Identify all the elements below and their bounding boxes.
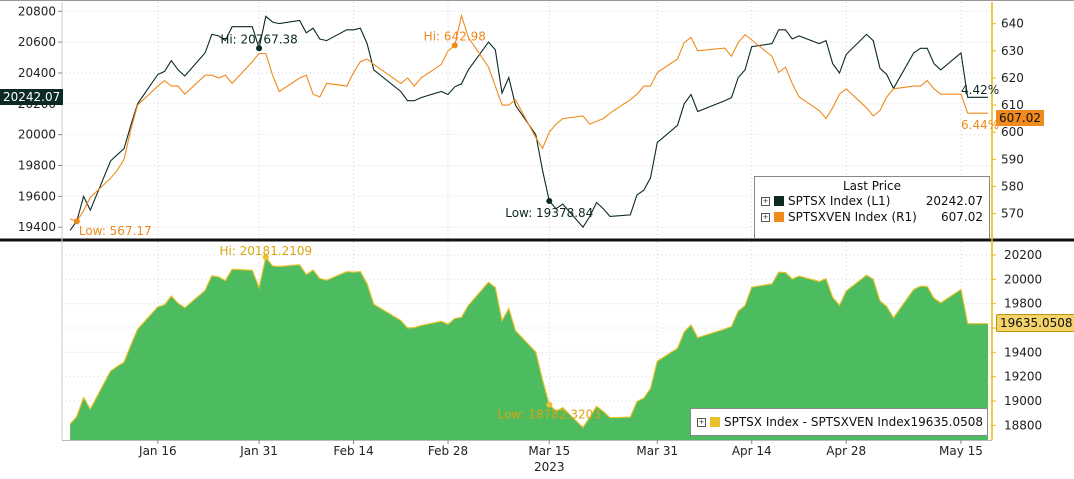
annotation-label: Low: 18782.3203: [498, 408, 601, 422]
spread-y-tick-label: 20200: [1004, 248, 1042, 262]
spread-y-tick-label: 19200: [1004, 370, 1042, 384]
axes: Jan 16 Jan 31 Feb 14 Feb 28 Mar 15 Mar 31 Apr …: [0, 0, 1074, 458]
sptsx-last-price-tag: 20242.07: [0, 89, 64, 105]
x-tick-label: Apr 28: [826, 444, 866, 458]
annotation-marker: [546, 197, 553, 204]
legend-swatch-spread: [710, 417, 720, 427]
x-tick-label: Mar 15: [528, 444, 570, 458]
annotation-label: Hi: 642.98: [424, 29, 486, 43]
price-legend: Last Price + SPTSX Index (L1) 20242.07 +…: [754, 176, 990, 239]
left-y-tick-label: 20400: [18, 66, 56, 80]
x-tick-label: Jan 16: [138, 444, 177, 458]
left-y-tick-label: 20600: [18, 35, 56, 49]
annotation-label: Hi: 20181.2109: [219, 244, 312, 258]
sptsx-line: [69, 15, 988, 231]
right-y-tick-label: 600: [1001, 125, 1024, 139]
left-y-tick-label: 20800: [18, 4, 56, 18]
spread-legend: + SPTSX Index - SPTSXVEN Index 19635.050…: [690, 408, 988, 436]
legend-toggle-icon[interactable]: +: [761, 196, 770, 206]
legend-title: Last Price: [842, 179, 902, 193]
legend-swatch-sptsx: [774, 196, 784, 206]
legend-name-sptsx: SPTSX Index (L1): [788, 194, 891, 208]
annotation-marker: [73, 218, 80, 225]
spread-area: [70, 257, 989, 440]
legend-entry-spread[interactable]: + SPTSX Index - SPTSXVEN Index 19635.050…: [691, 414, 989, 430]
right-y-tick-label: 580: [1001, 179, 1024, 193]
left-y-tick-label: 19600: [18, 189, 56, 203]
sptsxven-last-price-tag: 607.02: [996, 110, 1044, 126]
legend-toggle-icon[interactable]: +: [697, 417, 706, 427]
legend-value-spread: 19635.0508: [910, 415, 983, 429]
right-y-tick-label: 570: [1001, 207, 1024, 221]
spread-y-tick-label: 19000: [1004, 394, 1042, 408]
legend-name-sptsxven: SPTSXVEN Index (R1): [788, 210, 917, 224]
spread-line: [69, 255, 988, 429]
legend-toggle-icon[interactable]: +: [761, 212, 770, 222]
spread-y-tick-label: 19800: [1004, 297, 1042, 311]
legend-entry-sptsxven[interactable]: + SPTSXVEN Index (R1) 607.02: [755, 209, 989, 225]
sptsxven-change-label: 6.44%: [961, 118, 1000, 132]
spread-y-tick-label: 19400: [1004, 345, 1042, 359]
annotation-marker: [546, 401, 553, 408]
annotation-label: Hi: 20767.38: [220, 32, 297, 46]
x-tick-label: Jan 31: [239, 444, 278, 458]
spread-y-tick-label: 18800: [1004, 418, 1042, 432]
x-tick-label: Mar 31: [636, 444, 678, 458]
legend-name-spread: SPTSX Index - SPTSXVEN Index: [724, 415, 911, 429]
sptsx-change-label: 4.42%: [961, 83, 1000, 97]
left-y-tick-label: 19800: [18, 159, 56, 173]
annotation-marker: [262, 254, 269, 261]
right-y-tick-label: 610: [1001, 98, 1024, 112]
legend-entry-sptsx[interactable]: + SPTSX Index (L1) 20242.07: [755, 193, 989, 209]
legend-value-sptsx: 20242.07: [925, 194, 983, 208]
legend-value-sptsxven: 607.02: [941, 210, 983, 224]
left-y-tick-label: 20000: [18, 128, 56, 142]
x-tick-label: May 15: [939, 444, 983, 458]
right-y-tick-label: 590: [1001, 152, 1024, 166]
x-tick-label: Apr 14: [732, 444, 772, 458]
annotation-label: Low: 19378.84: [505, 206, 593, 220]
legend-swatch-sptsxven: [774, 212, 784, 222]
x-tick-label: Feb 14: [333, 444, 373, 458]
spread-last-value-tag: 19635.0508: [996, 314, 1074, 332]
right-y-tick-label: 640: [1001, 17, 1024, 31]
sptsxven-line: [69, 13, 988, 222]
annotation-marker: [451, 42, 458, 49]
spread-y-tick-label: 20000: [1004, 272, 1042, 286]
x-axis-year-label: 2023: [534, 460, 565, 474]
price-panel: Hi: 20767.38 Low: 19378.84 Hi: 642.98 Low: …: [69, 13, 988, 238]
left-y-tick-label: 19400: [18, 220, 56, 234]
right-y-tick-label: 630: [1001, 44, 1024, 58]
annotation-label: Low: 567.17: [79, 224, 152, 238]
x-tick-label: Feb 28: [428, 444, 468, 458]
right-y-tick-label: 620: [1001, 71, 1024, 85]
annotation-marker: [256, 45, 263, 52]
spread-panel: Hi: 20181.2109 Low: 18782.3203: [69, 244, 989, 440]
